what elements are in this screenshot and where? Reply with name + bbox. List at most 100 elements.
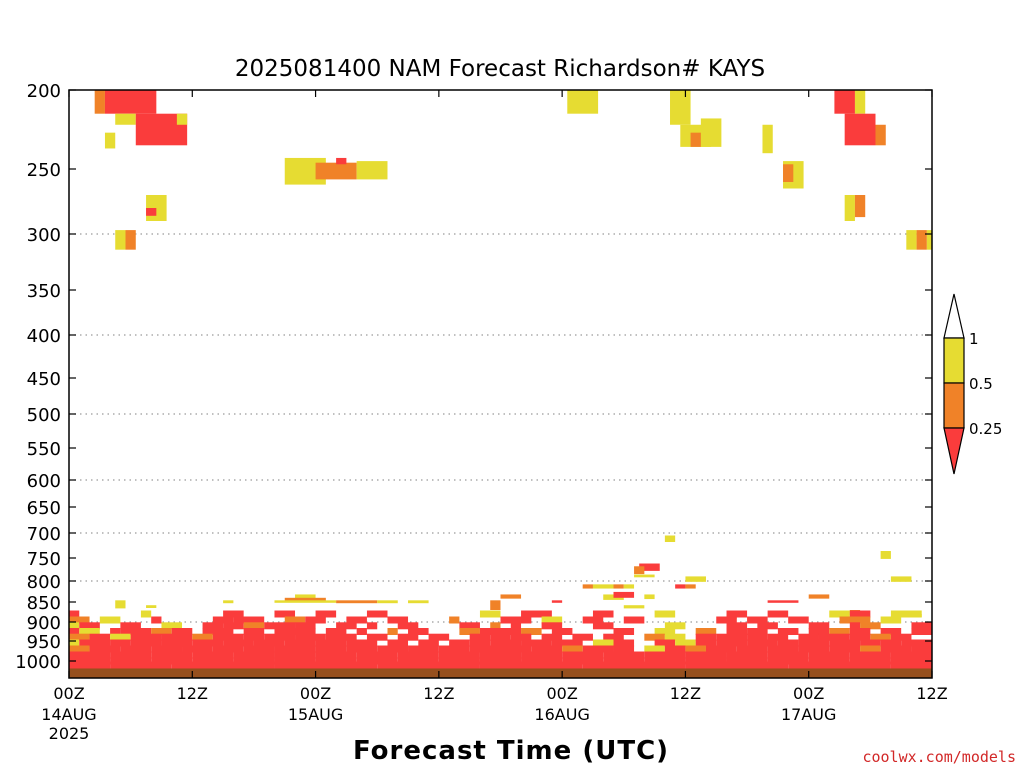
ri-cell bbox=[551, 639, 583, 647]
ri-cell bbox=[315, 657, 357, 665]
ri-cell bbox=[880, 616, 902, 624]
ri-cell bbox=[890, 661, 932, 669]
ri-cell bbox=[469, 645, 501, 653]
ri-cell bbox=[315, 639, 347, 647]
ri-cell bbox=[829, 639, 861, 647]
plot-area bbox=[68, 89, 933, 679]
ri-cell bbox=[315, 610, 337, 618]
ri-cell bbox=[521, 610, 552, 618]
chart-title: 2025081400 NAM Forecast Richardson# KAYS bbox=[235, 56, 765, 82]
ri-cell bbox=[916, 230, 927, 250]
ri-cell bbox=[418, 639, 439, 647]
ri-cell bbox=[700, 118, 722, 147]
ri-cell bbox=[521, 628, 542, 635]
ri-cell bbox=[685, 651, 727, 659]
ri-cell bbox=[171, 661, 275, 669]
ri-cell bbox=[253, 639, 285, 647]
ri-cell bbox=[705, 645, 737, 653]
ri-cell bbox=[592, 639, 614, 647]
ri-cell bbox=[192, 633, 213, 641]
ri-cell bbox=[613, 584, 624, 589]
ri-cell bbox=[562, 657, 604, 665]
ri-cell bbox=[664, 622, 686, 630]
ri-cell bbox=[603, 633, 624, 641]
ri-cell bbox=[854, 90, 866, 114]
ri-cell bbox=[747, 628, 768, 635]
y-tick-label: 450 bbox=[27, 369, 61, 390]
ri-cell bbox=[767, 645, 799, 653]
ri-cell bbox=[808, 628, 830, 635]
ri-cell bbox=[500, 594, 522, 599]
ri-cell bbox=[120, 628, 152, 635]
ri-cell bbox=[747, 639, 778, 647]
ri-cell bbox=[726, 657, 768, 665]
y-axis: 200 250 300 350 400 450 500 550 600 650 700 7508008… bbox=[15, 81, 932, 673]
ri-cell bbox=[654, 639, 676, 647]
ri-cell bbox=[685, 576, 706, 582]
ri-cell bbox=[295, 633, 326, 641]
ri-cell bbox=[176, 113, 188, 125]
ri-cell bbox=[767, 633, 789, 641]
ri-cell bbox=[623, 616, 645, 624]
ri-cell bbox=[562, 645, 583, 653]
ri-cell bbox=[572, 633, 593, 641]
ri-cell bbox=[459, 622, 480, 630]
ri-cell bbox=[911, 622, 932, 630]
ri-cell bbox=[110, 628, 121, 635]
ri-cell bbox=[500, 616, 532, 624]
ri-cell bbox=[890, 633, 912, 641]
ground-band bbox=[69, 668, 932, 678]
ri-cell bbox=[567, 90, 599, 114]
ri-cell bbox=[130, 639, 162, 647]
ri-cell bbox=[767, 657, 809, 665]
ri-cell bbox=[264, 633, 296, 641]
legend-label: 0.5 bbox=[969, 375, 993, 393]
ri-cell bbox=[212, 616, 234, 624]
x-tick-sublabel: 17AUG bbox=[781, 705, 836, 724]
ri-cell bbox=[366, 610, 388, 618]
ri-cell bbox=[387, 639, 409, 647]
ri-cell bbox=[305, 616, 326, 624]
ri-cell bbox=[104, 132, 116, 149]
ri-cell bbox=[192, 651, 234, 659]
ri-cell bbox=[377, 645, 409, 653]
ri-cell bbox=[479, 628, 501, 635]
ri-cell bbox=[397, 622, 419, 630]
ri-cell bbox=[336, 157, 347, 165]
ri-cell bbox=[115, 230, 126, 250]
ri-cell bbox=[243, 645, 275, 653]
y-tick-label: 850 bbox=[27, 593, 61, 614]
ri-cell bbox=[233, 616, 265, 624]
ri-cell bbox=[438, 645, 470, 653]
ri-cell bbox=[89, 645, 121, 653]
ri-cell bbox=[670, 90, 691, 125]
x-tick-sublabel: 2025 bbox=[49, 724, 90, 743]
watermark: coolwx.com/models bbox=[862, 748, 1016, 766]
ri-cell bbox=[192, 639, 224, 647]
ri-cell bbox=[644, 633, 665, 641]
ri-cell bbox=[79, 622, 100, 630]
y-tick-label: 250 bbox=[27, 160, 61, 181]
ri-cell bbox=[551, 628, 573, 635]
ri-cell bbox=[212, 645, 244, 653]
ri-cell bbox=[875, 124, 886, 146]
ri-cell bbox=[99, 616, 121, 624]
ri-cell bbox=[284, 616, 306, 624]
ri-cell bbox=[818, 594, 830, 599]
ri-cell bbox=[521, 651, 563, 659]
ri-cell bbox=[325, 628, 347, 635]
ri-cell bbox=[274, 610, 296, 618]
ri-cell bbox=[490, 633, 511, 641]
ri-cell bbox=[315, 645, 347, 653]
ri-cell bbox=[202, 622, 224, 630]
ri-cell bbox=[490, 600, 501, 610]
ri-cell bbox=[726, 610, 748, 618]
ri-cell bbox=[397, 633, 419, 641]
ri-cell bbox=[808, 651, 850, 659]
ri-cell bbox=[664, 645, 686, 653]
ri-cell bbox=[844, 195, 855, 221]
ri-cell bbox=[849, 651, 891, 659]
ri-cell bbox=[808, 622, 830, 630]
